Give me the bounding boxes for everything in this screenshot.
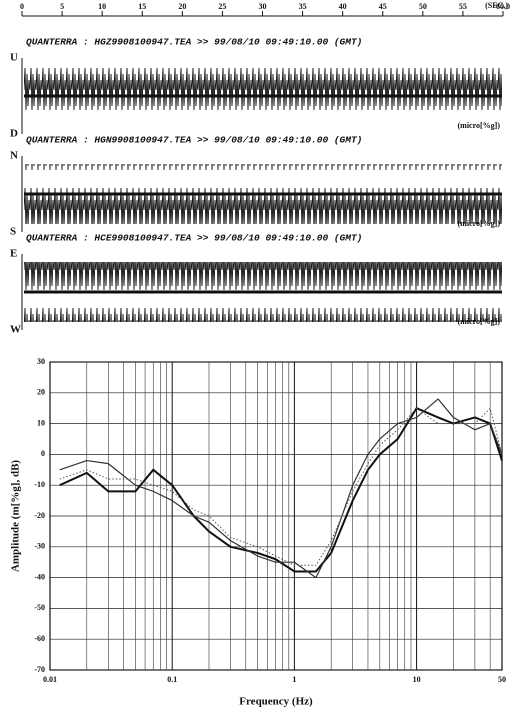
trace-bottom-label: W [10,324,21,336]
trace-header: QUANTERRA : HCE9908100947.TEA >> 99/08/1… [26,233,362,244]
time-tick-label: 5 [60,2,64,11]
trace-unit: (micro[%g]) [458,317,501,326]
x-tick-label: 0.01 [43,675,57,684]
spectrum-line [59,398,503,579]
y-tick-label: -20 [34,511,45,520]
time-unit: (SEC.) [485,1,508,10]
trace-unit: (micro[%g]) [458,219,501,228]
y-tick-label: -70 [34,665,45,674]
trace-unit: (micro[%g]) [458,121,501,130]
y-tick-label: -50 [34,603,45,612]
x-tick-label: 0.1 [167,675,177,684]
x-tick-label: 50 [498,675,506,684]
x-tick-label: 1 [292,675,296,684]
trace-top-label: U [10,52,18,64]
time-tick-label: 0 [20,2,24,11]
trace-top-label: N [10,150,18,162]
time-tick-label: 15 [138,2,146,11]
y-axis-label: Amplitude (m[%g], dB) [10,460,22,572]
time-tick-label: 30 [259,2,267,11]
trace-bottom-label: D [10,128,18,140]
trace-top-label: E [10,248,17,260]
trace-header: QUANTERRA : HGN9908100947.TEA >> 99/08/1… [26,135,362,146]
spectrum-line [59,407,503,573]
time-tick-label: 60.0 [496,2,510,11]
time-tick-label: 10 [98,2,106,11]
time-tick-label: 40 [339,2,347,11]
y-tick-label: 30 [37,357,45,366]
time-tick-label: 25 [218,2,226,11]
y-tick-label: 0 [41,449,45,458]
x-tick-label: 10 [413,675,421,684]
y-tick-label: -60 [34,634,45,643]
time-tick-label: 35 [299,2,307,11]
x-axis-label: Frequency (Hz) [239,696,313,708]
spectrum-line [59,407,503,566]
time-tick-label: 55 [459,2,467,11]
y-tick-label: -40 [34,572,45,581]
y-tick-label: -30 [34,542,45,551]
time-tick-label: 20 [178,2,186,11]
y-tick-label: -10 [34,480,45,489]
time-tick-label: 45 [379,2,387,11]
trace-header: QUANTERRA : HGZ9908100947.TEA >> 99/08/1… [26,37,362,48]
time-tick-label: 50 [419,2,427,11]
y-tick-label: 20 [37,388,45,397]
y-tick-label: 10 [37,418,45,427]
trace-bottom-label: S [10,226,16,238]
